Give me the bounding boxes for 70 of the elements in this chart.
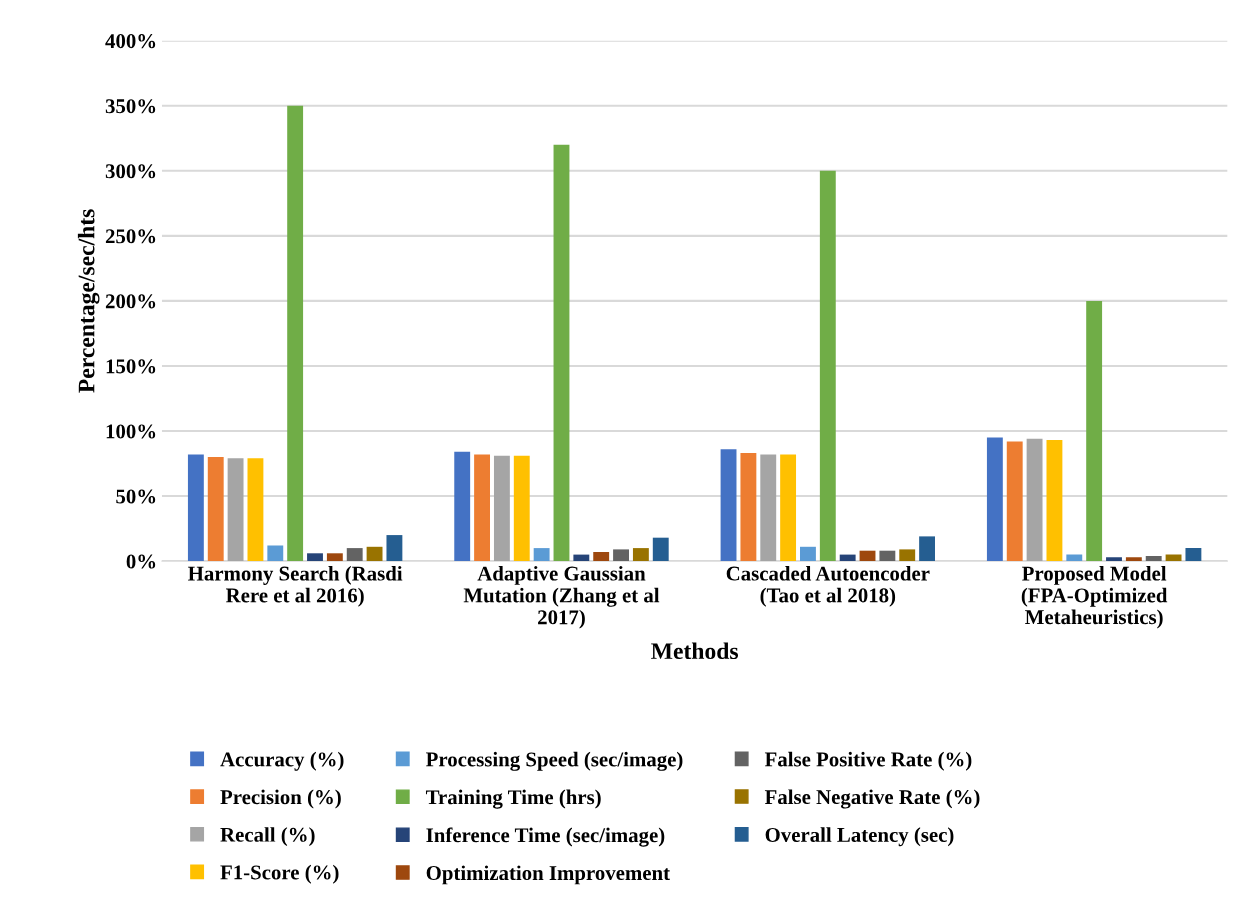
legend-label: Recall (%) xyxy=(220,827,315,847)
bar xyxy=(1165,554,1182,562)
y-tick-label: 350% xyxy=(105,99,156,114)
legend-label: Processing Speed (sec/image) xyxy=(426,751,683,771)
bar xyxy=(740,453,757,562)
bar xyxy=(513,455,530,562)
bar xyxy=(247,458,264,562)
legend-label: False Positive Rate (%) xyxy=(764,751,972,771)
x-tick-label: Cascaded Autoencoder (Tao et al 2018) xyxy=(726,565,930,607)
bar xyxy=(1086,300,1103,562)
bar xyxy=(267,545,284,562)
bar xyxy=(1006,441,1023,562)
bar xyxy=(593,551,610,562)
bar xyxy=(986,437,1003,562)
x-tick-label: Proposed Model (FPA-Optimized Metaheuristics) xyxy=(1021,565,1168,629)
bar xyxy=(187,454,204,562)
bar xyxy=(307,553,323,562)
bar xyxy=(1145,555,1162,562)
legend-label: Training Time (hrs) xyxy=(425,789,601,809)
bar xyxy=(632,548,649,562)
legend-label: Precision (%) xyxy=(220,789,341,809)
bar xyxy=(573,554,590,562)
bar xyxy=(493,455,510,562)
legend-label: F1-Score (%) xyxy=(220,864,339,884)
y-tick-label: 250% xyxy=(105,229,156,244)
y-tick-label: 100% xyxy=(106,424,156,439)
bar xyxy=(780,454,797,562)
bar xyxy=(899,549,916,562)
bar xyxy=(879,550,896,562)
bar xyxy=(207,457,224,562)
bar xyxy=(386,535,403,562)
bar xyxy=(1106,557,1122,562)
bar xyxy=(227,458,244,562)
bar xyxy=(1125,557,1142,562)
legend-label: Overall Latency (sec) xyxy=(765,827,954,847)
x-tick-label: Harmony Search (Rasdi Rere et al 2016) xyxy=(188,565,403,607)
y-tick-label: 300% xyxy=(105,164,156,179)
bar xyxy=(652,537,669,562)
bar xyxy=(553,144,570,562)
y-tick-label: 200% xyxy=(105,294,156,309)
y-tick-label: 50% xyxy=(116,489,156,504)
x-tick-label: Adaptive Gaussian Mutation (Zhang et al 2017) xyxy=(463,565,660,629)
legend-label: Accuracy (%) xyxy=(220,751,344,771)
bar xyxy=(1046,440,1063,562)
bar xyxy=(1185,548,1202,562)
y-tick-label: 150% xyxy=(106,359,156,374)
bar xyxy=(839,554,856,562)
legend-label: False Negative Rate (%) xyxy=(764,789,980,809)
bar xyxy=(454,451,471,562)
y-axis-title: Percentage/sec/hts xyxy=(77,209,100,393)
bar xyxy=(366,546,383,562)
legend-label: Optimization Improvement xyxy=(426,865,670,885)
y-tick-label: 0% xyxy=(126,554,156,569)
bar xyxy=(760,454,777,562)
bar xyxy=(326,553,343,562)
bar xyxy=(287,105,304,562)
bar xyxy=(819,170,836,562)
bar xyxy=(613,549,629,562)
y-tick-label: 400% xyxy=(105,34,156,49)
bar xyxy=(720,449,737,562)
x-axis-title: Methods xyxy=(651,642,739,660)
bar xyxy=(1026,438,1043,562)
bar xyxy=(474,454,490,562)
bar xyxy=(859,550,876,562)
bar xyxy=(533,548,550,562)
bar xyxy=(800,546,816,562)
bar xyxy=(919,536,936,562)
bar xyxy=(1066,554,1083,562)
legend-label: Inference Time (sec/image) xyxy=(426,827,665,847)
bar xyxy=(346,548,363,562)
